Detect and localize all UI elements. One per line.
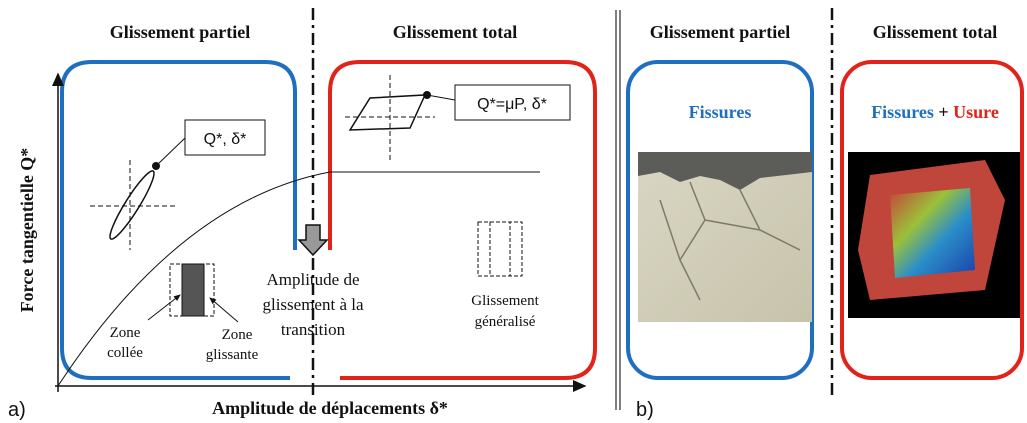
leader	[427, 95, 455, 100]
caption-part: Fissures	[871, 102, 934, 122]
leader	[156, 138, 185, 166]
header: Glissement total	[873, 22, 997, 42]
transition-text: glissement à la	[262, 295, 363, 314]
wear-scar	[848, 152, 1020, 318]
panel-label: a)	[8, 399, 26, 421]
box-text: Q*, δ*	[204, 131, 247, 148]
label: glissante	[206, 347, 259, 363]
loop	[350, 95, 425, 130]
contact	[478, 222, 522, 276]
contact	[490, 222, 510, 276]
caption: Fissures	[689, 102, 752, 122]
panel-label: b)	[636, 399, 654, 421]
loop	[105, 167, 159, 242]
label: généralisé	[475, 314, 536, 330]
transition-text: Amplitude de	[266, 270, 359, 289]
header: Glissement partiel	[650, 22, 790, 42]
transition-text: transition	[281, 320, 346, 339]
arrow	[299, 225, 327, 255]
stuck-zone	[182, 264, 204, 316]
label: Zone	[222, 327, 253, 343]
x-axis-label: Amplitude de déplacements δ*	[212, 398, 448, 418]
caption-part: +	[938, 102, 948, 122]
caption-part: Usure	[953, 102, 999, 122]
caption: Fissures + Usure	[871, 102, 999, 122]
micrograph	[638, 152, 812, 322]
label: Glissement	[471, 293, 539, 309]
label: Zone	[110, 325, 141, 341]
y-axis-label: Force tangentielle Q*	[17, 148, 37, 313]
header: Glissement partiel	[110, 22, 250, 42]
partial-slip-frame	[62, 62, 295, 378]
label: collée	[107, 345, 143, 361]
header: Glissement total	[393, 22, 517, 42]
figure: Q*, δ* Q*=μP, δ* Amplitude de glissement…	[0, 0, 1027, 423]
box-text: Q*=μP, δ*	[477, 96, 547, 113]
